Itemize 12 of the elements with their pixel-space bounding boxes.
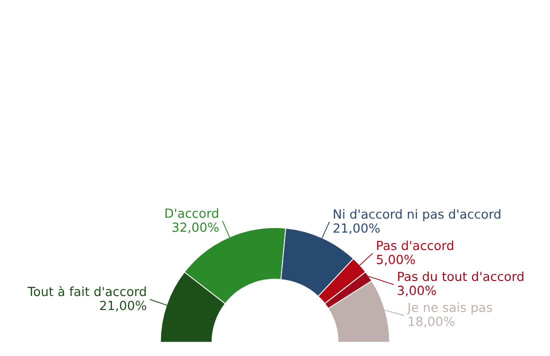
data-label: 18,00%	[408, 316, 454, 328]
slice-label: Ni d'accord ni pas d'accord	[334, 209, 500, 222]
slice-label: Je ne sais pas	[406, 302, 492, 314]
slice-label: Tout à fait d'accord	[28, 286, 146, 296]
data-label: 32,00%	[172, 222, 219, 234]
data-label: 21,00%	[100, 300, 146, 312]
slice-label: Pas du tout d'accord	[398, 271, 524, 282]
data-label: 5,00%	[376, 254, 415, 266]
slice-label: Pas d'accord	[377, 240, 454, 250]
data-label: 21,00%	[334, 223, 380, 234]
data-label: 3,00%	[398, 286, 436, 296]
slice-label: D'accord	[165, 208, 218, 218]
